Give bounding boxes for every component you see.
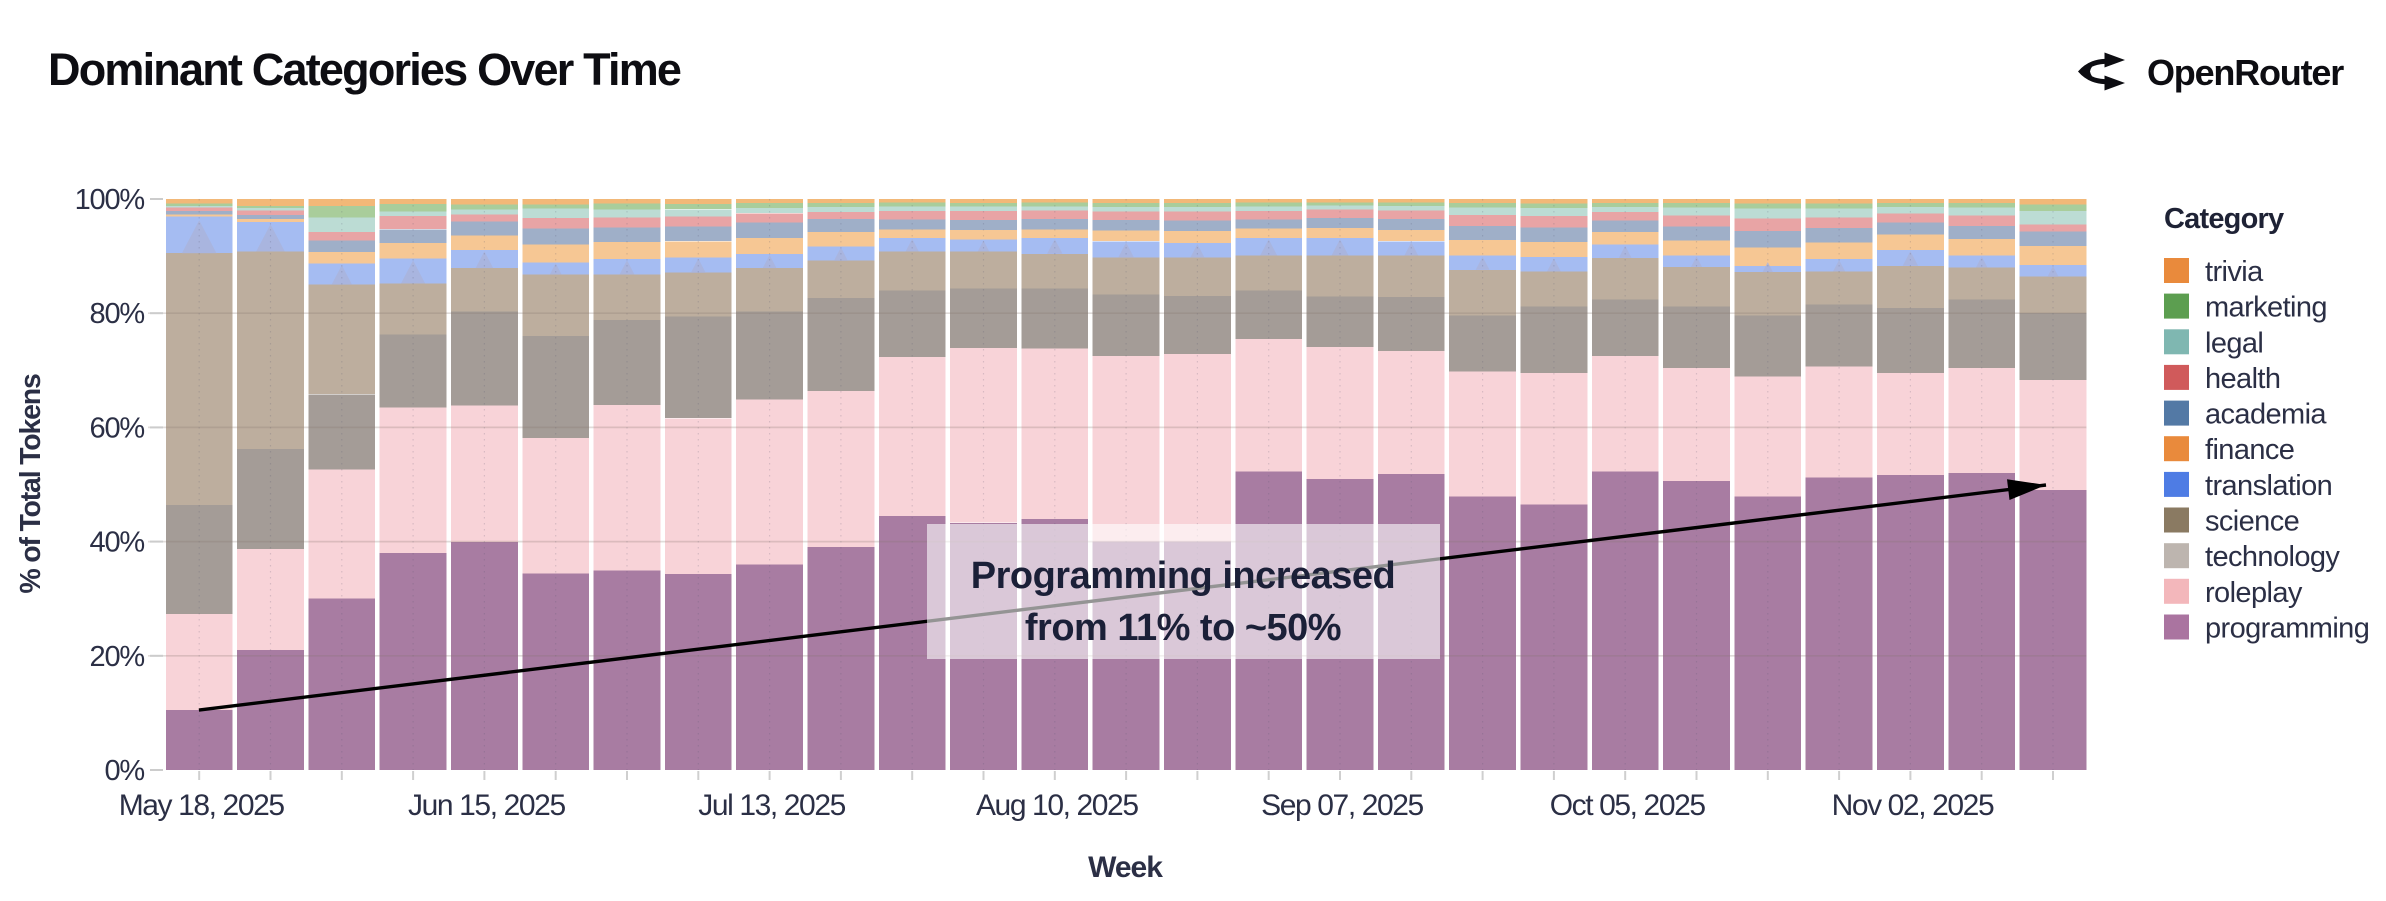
svg-text:Jul 13, 2025: Jul 13, 2025 (698, 789, 845, 822)
svg-text:academia: academia (2205, 399, 2327, 431)
svg-text:Jun 15, 2025: Jun 15, 2025 (408, 789, 565, 822)
svg-text:60%: 60% (90, 412, 145, 444)
svg-text:Category: Category (2164, 203, 2284, 235)
svg-text:OpenRouter: OpenRouter (2147, 52, 2344, 93)
svg-text:100%: 100% (75, 184, 145, 216)
svg-text:Programming increased: Programming increased (971, 555, 1396, 597)
svg-text:from 11% to ~50%: from 11% to ~50% (1025, 607, 1341, 649)
svg-text:Oct 05, 2025: Oct 05, 2025 (1550, 789, 1706, 822)
svg-text:programming: programming (2205, 613, 2369, 645)
svg-text:Aug 10, 2025: Aug 10, 2025 (976, 789, 1138, 822)
svg-text:translation: translation (2205, 470, 2332, 502)
svg-text:Nov 02, 2025: Nov 02, 2025 (1832, 789, 1994, 822)
svg-text:20%: 20% (90, 641, 145, 673)
svg-text:% of Total Tokens: % of Total Tokens (15, 374, 47, 594)
svg-text:finance: finance (2205, 434, 2294, 466)
svg-text:roleplay: roleplay (2205, 577, 2303, 609)
svg-text:Sep 07, 2025: Sep 07, 2025 (1261, 789, 1423, 822)
svg-text:40%: 40% (90, 527, 145, 559)
svg-text:health: health (2205, 363, 2280, 395)
svg-text:0%: 0% (104, 755, 144, 787)
svg-text:May 18, 2025: May 18, 2025 (119, 789, 285, 822)
svg-text:marketing: marketing (2205, 292, 2327, 324)
svg-text:Dominant Categories Over Time: Dominant Categories Over Time (48, 44, 681, 95)
svg-text:legal: legal (2205, 327, 2263, 359)
svg-text:80%: 80% (90, 298, 145, 330)
svg-text:trivia: trivia (2205, 256, 2264, 288)
svg-text:Week: Week (1088, 851, 1163, 884)
svg-text:science: science (2205, 506, 2299, 538)
svg-text:technology: technology (2205, 541, 2340, 573)
